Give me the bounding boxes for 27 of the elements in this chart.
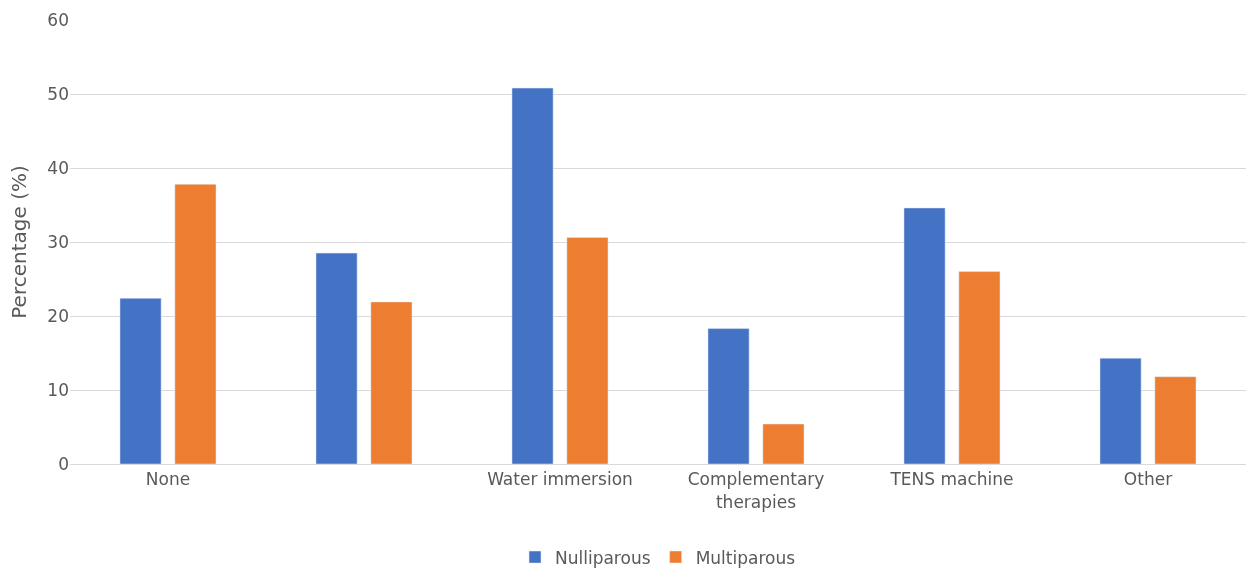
x-tick-label: Complementary therapies (687, 469, 825, 512)
legend-label: Multiparous (695, 547, 796, 568)
bar (707, 328, 750, 464)
x-tick-label: None (145, 469, 191, 490)
bar (1099, 357, 1142, 464)
y-tick-label: 60 (47, 9, 69, 30)
bar (174, 184, 217, 464)
y-tick-label: 0 (58, 453, 69, 474)
bar (958, 271, 1001, 464)
x-tick-label: Other (1123, 469, 1173, 490)
y-tick-label: 50 (47, 83, 69, 104)
bar (315, 252, 358, 464)
bar (762, 423, 805, 464)
bar (1154, 376, 1197, 464)
bar (511, 87, 554, 464)
legend-label: Nulliparous (555, 547, 651, 568)
x-tick-label: TENS machine (889, 469, 1014, 490)
bar (370, 301, 413, 464)
y-tick-label: 30 (47, 231, 69, 252)
bar (903, 207, 946, 464)
y-tick-label: 20 (47, 305, 69, 326)
bar (566, 237, 609, 464)
y-tick-label: 40 (47, 157, 69, 178)
x-tick-label: Water immersion (487, 469, 633, 490)
bar (119, 297, 162, 464)
y-tick-label: 10 (47, 379, 69, 400)
y-axis-title: Percentage (%) (6, 165, 31, 319)
